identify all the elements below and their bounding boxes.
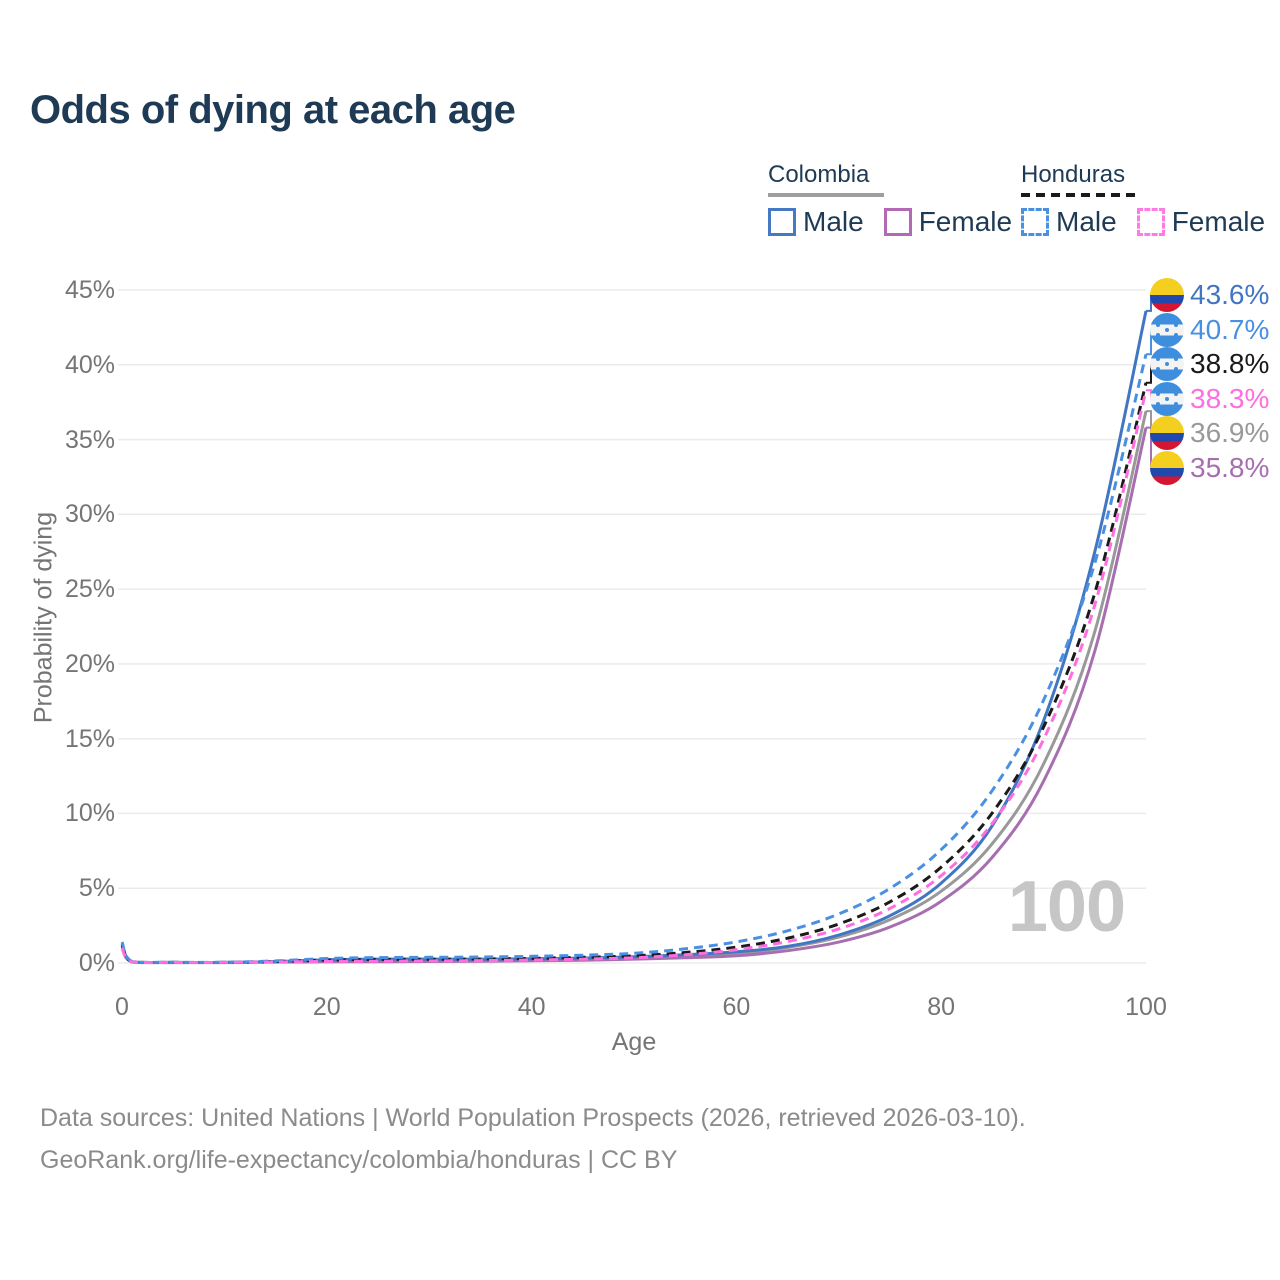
endpoint-value: 36.9% xyxy=(1190,417,1270,449)
y-tick-label: 30% xyxy=(64,500,115,529)
honduras-stars-icon xyxy=(1165,362,1169,367)
x-tick-label: 60 xyxy=(722,993,751,1021)
colombia-flag-icon xyxy=(1150,416,1184,451)
page-title: Odds of dying at each age xyxy=(30,88,516,132)
y-tick-label: 25% xyxy=(64,575,115,604)
legend-group-colombia: Colombia Male Female xyxy=(768,161,1012,238)
honduras-flag-icon xyxy=(1150,381,1184,416)
honduras-female-swatch-icon[interactable] xyxy=(1136,208,1165,236)
endpoint-label-honduras: 38.8% xyxy=(1150,347,1270,382)
legend-label-colombia-male: Male xyxy=(803,206,864,237)
endpoint-label-colombia: 36.9% xyxy=(1150,416,1270,451)
y-tick-label: 10% xyxy=(64,799,115,828)
x-tick-label: 0 xyxy=(115,993,129,1021)
legend-country-honduras: Honduras xyxy=(1021,161,1126,188)
y-axis-title: Probability of dying xyxy=(29,511,58,724)
x-axis-title: Age xyxy=(611,1028,657,1056)
endpoint-value: 40.7% xyxy=(1190,313,1270,345)
colombia-flag-icon xyxy=(1150,278,1184,312)
legend-item-honduras-female[interactable]: Female xyxy=(1136,206,1266,238)
endpoint-label-honduras-female: 38.3% xyxy=(1150,381,1270,416)
y-tick-label: 40% xyxy=(64,350,115,379)
x-tick-label: 40 xyxy=(517,993,546,1021)
y-tick-label: 45% xyxy=(64,276,115,304)
endpoint-label-honduras-male: 40.7% xyxy=(1150,312,1270,347)
legend-country-colombia: Colombia xyxy=(768,161,870,188)
honduras-stars-icon xyxy=(1165,396,1169,401)
endpoint-label-colombia-female: 35.8% xyxy=(1150,451,1269,485)
endpoint-value: 38.3% xyxy=(1190,382,1270,414)
legend-linestyle-honduras xyxy=(1021,193,1137,197)
y-tick-label: 35% xyxy=(64,425,115,454)
honduras-flag-icon xyxy=(1150,312,1184,347)
honduras-stars-icon xyxy=(1165,327,1169,332)
endpoint-value: 38.8% xyxy=(1190,348,1270,380)
age-watermark: 100 xyxy=(1007,867,1126,947)
legend-item-honduras-male[interactable]: Male xyxy=(1021,206,1117,238)
legend-label-honduras-female: Female xyxy=(1171,206,1266,237)
attribution-link[interactable]: GeoRank.org/life-expectancy/colombia/hon… xyxy=(40,1146,678,1174)
series-line-colombia-male xyxy=(120,310,1148,965)
y-tick-label: 5% xyxy=(78,874,115,903)
endpoint-value: 43.6% xyxy=(1190,279,1270,310)
y-tick-label: 15% xyxy=(64,724,115,753)
y-tick-label: 20% xyxy=(64,649,115,678)
x-tick-label: 100 xyxy=(1125,993,1167,1021)
endpoint-value: 35.8% xyxy=(1190,452,1270,483)
legend-label-honduras-male: Male xyxy=(1056,206,1117,237)
legend-label-colombia-female: Female xyxy=(918,206,1013,237)
data-sources-text: Data sources: United Nations | World Pop… xyxy=(40,1104,1026,1132)
legend-item-colombia-female[interactable]: Female xyxy=(883,206,1013,238)
honduras-male-swatch-icon[interactable] xyxy=(1021,208,1049,236)
colombia-female-swatch-icon[interactable] xyxy=(883,208,912,236)
colombia-male-swatch-icon[interactable] xyxy=(768,208,796,236)
legend-linestyle-colombia xyxy=(768,193,884,197)
honduras-flag-icon xyxy=(1150,347,1184,382)
x-tick-label: 80 xyxy=(927,993,956,1021)
legend-group-honduras: Honduras Male Female xyxy=(1021,161,1265,238)
legend-item-colombia-male[interactable]: Male xyxy=(768,206,864,238)
x-tick-label: 20 xyxy=(312,993,341,1021)
endpoint-label-colombia-male: 43.6% xyxy=(1150,278,1269,312)
colombia-flag-icon xyxy=(1150,451,1184,485)
y-tick-label: 0% xyxy=(78,949,115,977)
